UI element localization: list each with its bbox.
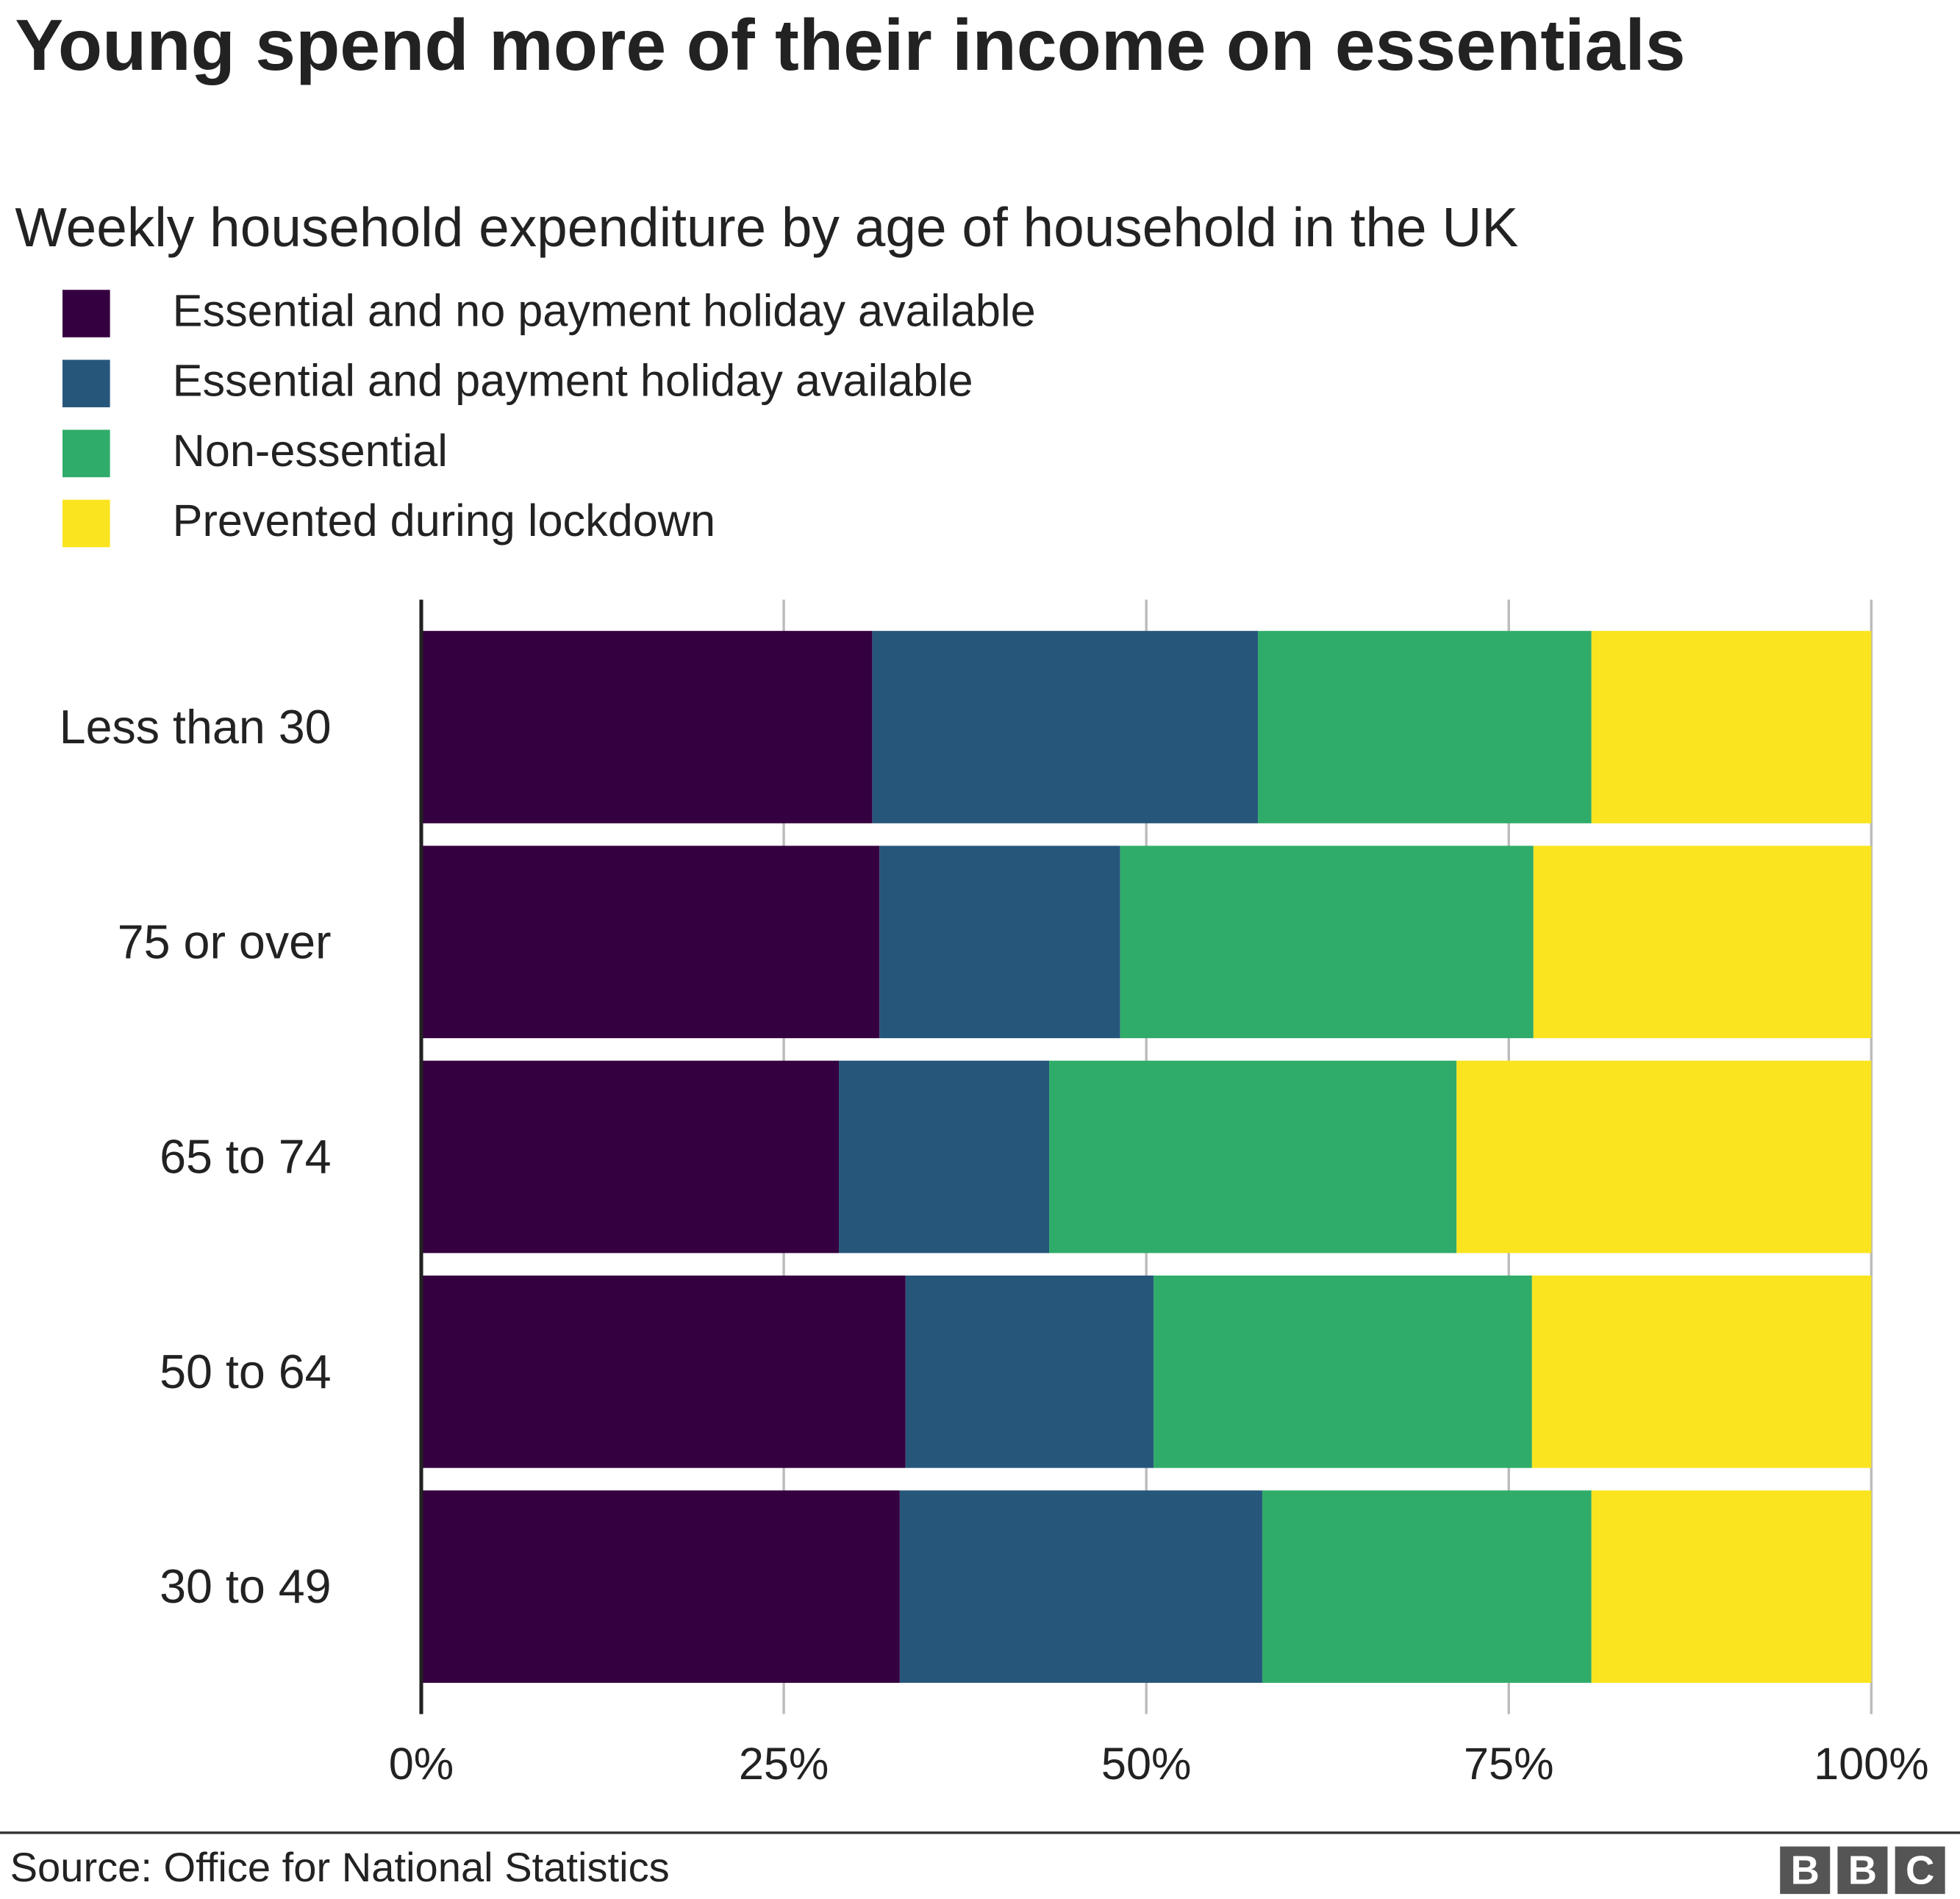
legend-label: Essential and no payment holiday availab…	[172, 285, 1036, 337]
legend-swatch	[62, 360, 110, 407]
chart-title: Young spend more of their income on esse…	[15, 4, 1686, 87]
bar-segment	[872, 631, 1259, 823]
bar-segment	[1262, 1490, 1592, 1683]
chart-subtitle: Weekly household expenditure by age of h…	[15, 197, 1519, 259]
bar-segment	[1456, 1060, 1872, 1254]
bar-segment	[421, 1490, 900, 1683]
y-category-label: Less than 30	[60, 701, 332, 754]
y-category-label: 75 or over	[118, 915, 332, 968]
legend-label: Non-essential	[172, 424, 448, 476]
x-tick-label: 100%	[1814, 1739, 1929, 1789]
x-tick-label: 25%	[739, 1739, 829, 1789]
footer-divider	[0, 1831, 1960, 1834]
legend-swatch	[62, 499, 110, 548]
y-category-label: 30 to 49	[160, 1560, 331, 1613]
x-tick-label: 75%	[1464, 1739, 1554, 1789]
source-note: Source: Office for National Statistics	[10, 1844, 670, 1891]
bar-segment	[1154, 1275, 1532, 1468]
bar-segment	[1120, 845, 1534, 1039]
y-category-label: 65 to 74	[160, 1131, 331, 1184]
bar-segment	[905, 1275, 1154, 1468]
legend-swatch	[62, 290, 110, 337]
y-category-label: 50 to 64	[160, 1345, 331, 1398]
x-tick-label: 50%	[1101, 1739, 1192, 1789]
legend-swatch	[62, 429, 110, 478]
bar-segment	[1591, 1490, 1872, 1683]
bar-segment	[421, 631, 873, 823]
bar-segment	[1531, 1275, 1872, 1468]
bar-segment	[421, 1275, 906, 1468]
legend-label: Prevented during lockdown	[172, 494, 716, 546]
bar-segment	[421, 845, 880, 1039]
bar-segment	[1049, 1060, 1457, 1254]
bar-segment	[899, 1490, 1262, 1683]
bar-segment	[1591, 631, 1872, 823]
bar-segment	[839, 1060, 1050, 1254]
bar-segment	[1533, 845, 1872, 1039]
legend-label: Essential and payment holiday available	[172, 354, 973, 407]
bar-segment	[421, 1060, 840, 1254]
bar-segment	[879, 845, 1120, 1039]
stacked-bar-chart: 0% 25% 50% 75% 100% Less than 30 75 or over 65 …	[60, 599, 1929, 1789]
x-tick-label: 0%	[389, 1739, 454, 1789]
bar-segment	[1258, 631, 1592, 823]
